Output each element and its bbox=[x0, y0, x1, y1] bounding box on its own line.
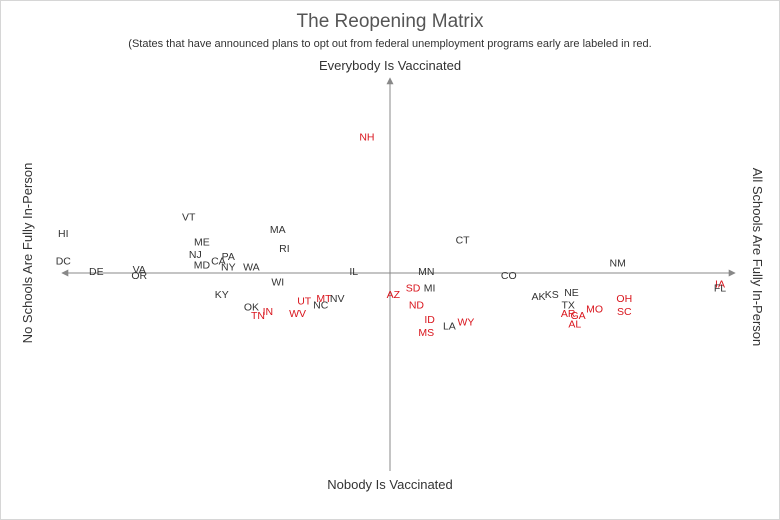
state-label-ga: GA bbox=[571, 310, 586, 322]
chart-subtitle: (States that have announced plans to opt… bbox=[128, 38, 651, 50]
state-label-ky: KY bbox=[215, 289, 229, 301]
state-label-ri: RI bbox=[279, 243, 290, 255]
state-label-az: AZ bbox=[387, 289, 401, 301]
state-label-tn: TN bbox=[251, 310, 265, 322]
axis-label-bottom: Nobody Is Vaccinated bbox=[327, 477, 453, 492]
state-label-nc: NC bbox=[313, 300, 329, 312]
axis-label-left: No Schools Are Fully In-Person bbox=[20, 163, 35, 344]
state-label-il: IL bbox=[349, 266, 358, 278]
state-label-ia: IA bbox=[715, 279, 725, 291]
state-label-hi: HI bbox=[58, 228, 69, 240]
state-label-mn: MN bbox=[418, 266, 434, 278]
state-label-mo: MO bbox=[586, 304, 603, 316]
state-label-al: AL bbox=[568, 318, 581, 330]
state-label-sc: SC bbox=[617, 306, 632, 318]
state-label-va: VA bbox=[133, 264, 146, 276]
state-label-co: CO bbox=[501, 270, 517, 282]
state-label-nd: ND bbox=[409, 300, 425, 312]
state-label-wy: WY bbox=[457, 316, 474, 328]
state-label-ct: CT bbox=[456, 234, 471, 246]
axis-label-right: All Schools Are Fully In-Person bbox=[750, 168, 765, 346]
state-label-ut: UT bbox=[297, 295, 312, 307]
state-label-ks: KS bbox=[545, 289, 559, 301]
state-label-ms: MS bbox=[418, 327, 434, 339]
state-label-ca: CA bbox=[211, 255, 226, 267]
state-label-ny: NY bbox=[221, 262, 236, 274]
state-label-ar: AR bbox=[561, 308, 576, 320]
state-label-nv: NV bbox=[330, 293, 345, 305]
state-label-nh: NH bbox=[359, 132, 374, 144]
state-label-wi: WI bbox=[271, 276, 284, 288]
state-label-vt: VT bbox=[182, 211, 196, 223]
state-label-mt: MT bbox=[316, 293, 332, 305]
state-label-nm: NM bbox=[610, 258, 626, 270]
state-label-fl: FL bbox=[714, 283, 726, 295]
state-label-mi: MI bbox=[424, 283, 436, 295]
state-label-ma: MA bbox=[270, 224, 286, 236]
state-label-dc: DC bbox=[56, 255, 72, 267]
state-label-in: IN bbox=[263, 306, 274, 318]
state-label-de: DE bbox=[89, 266, 104, 278]
state-label-or: OR bbox=[131, 270, 147, 282]
chart-title: The Reopening Matrix bbox=[297, 11, 484, 32]
state-label-pa: PA bbox=[222, 251, 235, 263]
state-label-nj: NJ bbox=[189, 249, 202, 261]
axis-label-top: Everybody Is Vaccinated bbox=[319, 58, 461, 73]
state-label-sd: SD bbox=[406, 283, 421, 295]
state-label-wv: WV bbox=[289, 308, 306, 320]
state-label-ak: AK bbox=[531, 291, 545, 303]
state-label-tx: TX bbox=[561, 300, 574, 312]
state-label-md: MD bbox=[194, 260, 211, 272]
state-label-la: LA bbox=[443, 321, 456, 333]
state-label-ne: NE bbox=[564, 287, 579, 299]
state-label-me: ME bbox=[194, 237, 210, 249]
state-label-id: ID bbox=[424, 314, 435, 326]
state-label-oh: OH bbox=[616, 293, 632, 305]
state-label-ok: OK bbox=[244, 302, 259, 314]
state-label-wa: WA bbox=[243, 262, 260, 274]
